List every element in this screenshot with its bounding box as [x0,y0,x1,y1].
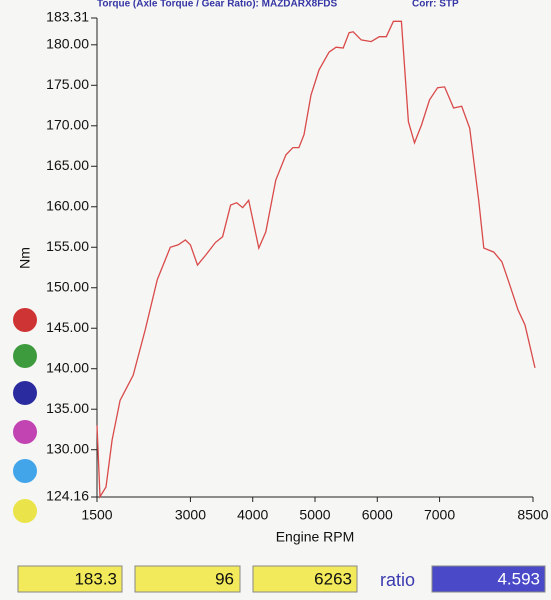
readout-value: 96 [215,569,234,588]
y-tick-label: 160.00 [46,197,89,213]
ratio-box [431,565,546,593]
y-tick-label: 145.00 [46,319,89,335]
x-tick-label: 7000 [424,507,455,523]
y-tick-label: 183.31 [46,9,89,25]
readout-box [134,565,241,593]
readout-value: 183.3 [74,569,117,588]
y-tick-label: 124.16 [46,488,89,504]
y-tick-label: 130.00 [46,440,89,456]
readout-box [252,565,358,593]
y-tick-label: 155.00 [46,238,89,254]
readout-value: 6263 [314,569,352,588]
x-tick-label: 4000 [237,507,268,523]
ratio-label: ratio [380,570,415,590]
y-tick-label: 150.00 [46,278,89,294]
indicator [13,381,37,405]
indicator [13,308,37,332]
y-tick-label: 170.00 [46,116,89,132]
chart-subtitle: Corr: STP [412,0,459,10]
indicator [13,459,37,483]
y-axis-label: Nm [17,247,33,269]
x-tick-label: 5000 [299,507,330,523]
x-tick-label: 1500 [81,507,112,523]
y-tick-label: 140.00 [46,359,89,375]
y-tick-label: 180.00 [46,36,89,52]
x-tick-label: 6000 [362,507,393,523]
indicator [13,420,37,444]
indicator [13,344,37,368]
readout-box [17,565,123,593]
ratio-value: 4.593 [497,569,540,588]
torque-line [96,20,536,499]
y-tick-label: 165.00 [46,157,89,173]
x-tick-label: 3000 [175,507,206,523]
indicator [13,499,37,523]
y-tick-label: 135.00 [46,400,89,416]
y-tick-label: 175.00 [46,76,89,92]
x-tick-label: 8500 [517,507,548,523]
chart-title: Torque (Axle Torque / Gear Ratio): MAZDA… [97,0,338,10]
x-axis-label: Engine RPM [276,529,355,545]
